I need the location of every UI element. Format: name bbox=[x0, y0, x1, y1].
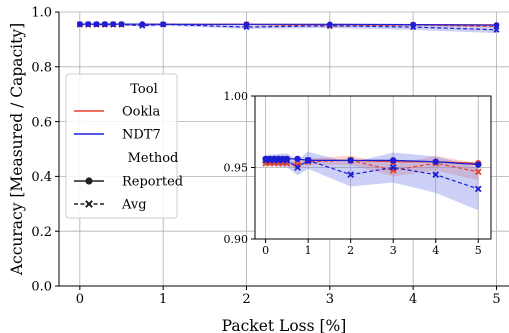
main-line-ndt7-avg bbox=[79, 23, 497, 31]
main-point-ndt7-avg bbox=[493, 26, 500, 33]
legend-header-method: Method bbox=[128, 151, 179, 166]
inset-point-ndt7-reported bbox=[347, 157, 354, 164]
inset-point-ndt7-reported bbox=[432, 158, 439, 165]
main-xtick-label: 4 bbox=[409, 292, 417, 307]
inset-ytick-label: 1.00 bbox=[224, 90, 249, 103]
inset-xtick-label: 1 bbox=[305, 244, 312, 257]
main-xtick-label: 3 bbox=[326, 292, 334, 307]
main-point-ndt7-avg bbox=[160, 21, 167, 28]
legend-label-ndt7: NDT7 bbox=[122, 128, 161, 143]
main-point-ndt7-avg bbox=[118, 21, 125, 28]
legend-marker-reported bbox=[85, 177, 93, 185]
inset-xtick-label: 2 bbox=[347, 244, 354, 257]
inset-point-ndt7-avg bbox=[294, 164, 301, 171]
inset-point-ndt7-avg bbox=[474, 185, 482, 193]
main-x-axis-label: Packet Loss [%] bbox=[222, 317, 347, 333]
inset-point-ndt7-reported bbox=[389, 157, 397, 164]
main-ytick-label: 0.4 bbox=[31, 170, 52, 185]
main-point-ndt7-avg bbox=[243, 24, 250, 31]
inset-xtick-label: 5 bbox=[475, 244, 482, 257]
legend: Tool Ookla NDT7 Method Reported Avg bbox=[65, 73, 183, 219]
legend-header-tool: Tool bbox=[130, 82, 157, 97]
main-point-ndt7-avg bbox=[93, 21, 100, 28]
main-xtick-label: 1 bbox=[159, 292, 167, 307]
main-y-axis-label: Accuracy [Measured / Capacity] bbox=[8, 23, 26, 276]
legend-label-ookla: Ookla bbox=[122, 105, 161, 120]
inset-ytick-label: 0.90 bbox=[224, 233, 249, 246]
inset-xtick-label: 0 bbox=[262, 244, 269, 257]
main-point-ndt7-avg bbox=[410, 24, 417, 31]
inset-point-ndt7-avg bbox=[347, 171, 355, 179]
inset-point-ndt7-avg bbox=[389, 164, 397, 171]
legend-label-reported: Reported bbox=[122, 175, 183, 190]
main-point-ndt7-avg bbox=[85, 21, 92, 28]
main-ytick-label: 0.8 bbox=[31, 60, 52, 75]
inset-point-ndt7-avg bbox=[432, 171, 440, 179]
legend-marker-avg bbox=[85, 200, 93, 208]
inset-xtick-label: 3 bbox=[390, 244, 397, 257]
main-point-ndt7-avg bbox=[76, 21, 83, 28]
inset-point-ndt7-reported bbox=[475, 161, 482, 168]
main-xtick-label: 5 bbox=[492, 292, 500, 307]
inset-point-ndt7-avg bbox=[283, 156, 291, 164]
main-ytick-label: 0.0 bbox=[31, 280, 52, 295]
inset-point-ookla-avg bbox=[474, 168, 482, 176]
inset-plot: 0 1 2 3 4 5 0.90 0.95 1.00 bbox=[224, 90, 492, 257]
main-point-ndt7-reported bbox=[493, 22, 500, 28]
main-xtick-label: 2 bbox=[242, 292, 250, 307]
main-point-ndt7-avg bbox=[101, 21, 108, 28]
inset-ytick-label: 0.95 bbox=[224, 161, 249, 174]
main-ytick-label: 0.2 bbox=[31, 225, 52, 240]
legend-frame bbox=[65, 73, 178, 219]
inset-point-ndt7-reported bbox=[294, 155, 301, 163]
main-point-ndt7-avg bbox=[139, 22, 146, 29]
inset-band-ndt7-avg bbox=[265, 151, 479, 211]
legend-label-avg: Avg bbox=[121, 198, 147, 213]
main-ytick-label: 0.6 bbox=[31, 115, 52, 130]
main-ytick-label: 1.0 bbox=[31, 6, 52, 21]
main-xtick-label: 0 bbox=[76, 292, 84, 307]
inset-point-ndt7-avg bbox=[304, 156, 312, 164]
main-point-ndt7-avg bbox=[110, 21, 117, 28]
main-point-ndt7-avg bbox=[326, 22, 333, 29]
inset-xtick-label: 4 bbox=[432, 244, 439, 257]
